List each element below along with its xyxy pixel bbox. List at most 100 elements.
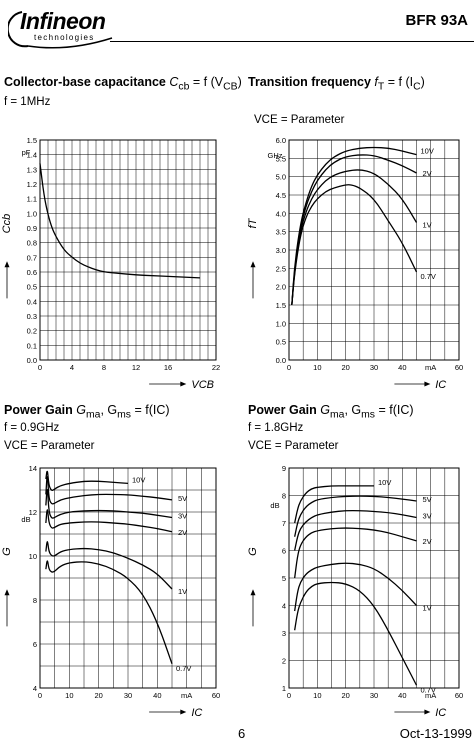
- panel-1-title-sub: cb: [178, 81, 190, 93]
- panel-3-title-rest: , G: [100, 403, 118, 417]
- y-tick-label: 0.2: [27, 327, 37, 336]
- y-axis-arrow-head: [4, 589, 10, 596]
- y-tick-label: 10: [29, 552, 37, 561]
- series-label: 0.7V: [421, 685, 436, 694]
- y-tick-label: 7: [282, 519, 286, 528]
- panel-1-title-prefix: Collector-base capacitance: [4, 75, 170, 89]
- y-tick-label: 6.0: [276, 136, 286, 145]
- y-tick-label: 0.4: [27, 297, 37, 306]
- series-label: 0.7V: [421, 272, 436, 281]
- y-tick-label: 14: [29, 464, 37, 473]
- x-tick-label: 40: [153, 691, 161, 700]
- panel-2-title: Transition frequency fT = f (IC): [248, 75, 425, 93]
- y-axis-label: G: [1, 547, 13, 556]
- x-axis-arrow-head: [180, 709, 187, 715]
- part-number: BFR 93A: [405, 12, 468, 29]
- y-tick-label: 1.2: [27, 180, 37, 189]
- x-tick-label: 20: [94, 691, 102, 700]
- panel-1-title-rest: = f (V: [189, 75, 224, 89]
- x-tick-label: 12: [132, 363, 140, 372]
- y-axis-arrow-head: [250, 261, 256, 268]
- x-tick-label: 0: [38, 691, 42, 700]
- y-tick-label: 2.0: [276, 283, 286, 292]
- header-rule: [110, 41, 474, 42]
- y-tick-label: 4.5: [276, 191, 286, 200]
- grid: [288, 139, 460, 361]
- x-tick-label: 0: [287, 691, 291, 700]
- y-tick-label: 0.0: [276, 356, 286, 365]
- y-tick-label: 1.4: [27, 151, 37, 160]
- series-label: 1V: [178, 587, 187, 596]
- transition-frequency-chart: 0 10 20 30 40 mA 60 0.0 0.5 1.0 1.5 2.0 2.5 3.0 3.5 4.0…: [247, 136, 463, 391]
- series-line-1V: [294, 562, 417, 612]
- x-tick-label: 60: [455, 363, 463, 372]
- y-tick-label: 9: [282, 464, 286, 473]
- power-gain-18ghz-chart: 0 10 20 30 40 mA 60 1 2 3 4 5 6 7 8 9 dB G IC 10V 5V 3V 2V 1V 0.…: [247, 464, 463, 719]
- y-tick-label: 0.6: [27, 268, 37, 277]
- panel-3-param-freq: f = 0.9GHz: [4, 422, 60, 434]
- series-line-5V: [294, 495, 417, 537]
- y-tick-label: 4: [282, 602, 286, 611]
- x-tick-label: 10: [313, 363, 321, 372]
- series-label: 2V: [423, 537, 432, 546]
- series-line-10V: [294, 485, 374, 524]
- y-tick-label: 1.1: [27, 195, 37, 204]
- x-axis-arrow-head: [424, 381, 431, 387]
- series-label: 1V: [423, 221, 432, 230]
- panel-1-title-sub2: CB: [223, 81, 238, 93]
- x-tick-label: mA: [181, 691, 192, 700]
- panel-4-title: Power Gain Gma, Gms = f(IC): [248, 403, 414, 421]
- y-axis-label: fT: [247, 217, 259, 228]
- panel-2-title-sub2: C: [413, 81, 421, 93]
- panel-1-param: f = 1MHz: [4, 96, 51, 108]
- y-tick-label: 0.0: [27, 356, 37, 365]
- x-tick-label: mA: [425, 363, 436, 372]
- y-axis-arrow-head: [4, 261, 10, 268]
- x-axis-label: IC: [435, 707, 446, 719]
- y-axis-arrow-head: [250, 589, 256, 596]
- series-line-0.7V: [45, 560, 173, 665]
- panel-4-title-end: = f(IC): [375, 403, 414, 417]
- plot-frame: [39, 467, 217, 689]
- y-tick-label: 1.5: [27, 136, 37, 145]
- x-axis-arrow-head: [424, 709, 431, 715]
- y-tick-label: 5: [282, 574, 286, 583]
- y-tick-label: 2: [282, 657, 286, 666]
- panel-3-title-prefix: Power Gain: [4, 403, 77, 417]
- infineon-logo: Infineon technologies: [8, 8, 118, 49]
- y-tick-label: 1.5: [276, 301, 286, 310]
- series-label: 2V: [423, 169, 432, 178]
- y-tick-label: 0.7: [27, 253, 37, 262]
- y-unit-label: pF: [22, 148, 31, 157]
- document-date: Oct-13-1999: [399, 726, 472, 741]
- x-tick-label: 30: [124, 691, 132, 700]
- panel-4-param-freq: f = 1.8GHz: [248, 422, 304, 434]
- panel-2-title-symbol: f: [374, 75, 378, 89]
- x-tick-label: 30: [370, 691, 378, 700]
- y-unit-label: dB: [21, 515, 30, 524]
- x-tick-label: 0: [38, 363, 42, 372]
- x-tick-label: 10: [65, 691, 73, 700]
- panel-1-title-symbol: C: [169, 75, 179, 89]
- y-tick-label: 8: [33, 596, 37, 605]
- plot-frame: [39, 139, 217, 361]
- panel-4-title-sub: ma: [329, 409, 345, 421]
- series-label: 5V: [178, 494, 187, 503]
- x-tick-label: 40: [398, 691, 406, 700]
- logo-subtext: technologies: [34, 33, 95, 42]
- y-tick-label: 0.8: [27, 239, 37, 248]
- y-tick-label: 1: [282, 684, 286, 693]
- y-tick-label: 0.9: [27, 224, 37, 233]
- series-line-3V: [45, 489, 173, 519]
- y-tick-label: 0.1: [27, 341, 37, 350]
- y-tick-label: 1.0: [27, 209, 37, 218]
- y-tick-label: 8: [282, 492, 286, 501]
- y-tick-label: 2.5: [276, 264, 286, 273]
- y-tick-label: 4: [33, 684, 37, 693]
- series-label: 3V: [423, 512, 432, 521]
- panel-4-title-prefix: Power Gain: [248, 403, 321, 417]
- series-line-5V: [45, 476, 173, 505]
- panel-4-title-symbol: G: [320, 403, 330, 417]
- panel-3-title-end: = f(IC): [131, 403, 170, 417]
- panel-3-title-symbol: G: [76, 403, 86, 417]
